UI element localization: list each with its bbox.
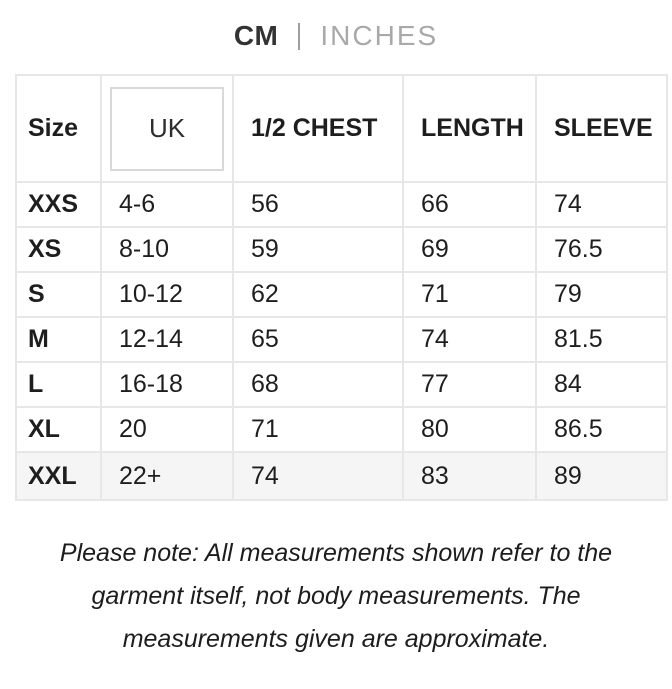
measurement-note-line: measurements given are approximate. — [122, 625, 550, 653]
column-header-half-chest: 1/2 CHEST — [232, 74, 404, 183]
half-chest-cell: 74 — [232, 451, 404, 501]
length-cell: 77 — [402, 361, 537, 408]
half-chest-cell: 71 — [232, 406, 404, 453]
column-header-size: Size — [15, 74, 102, 183]
half-chest-cell: 62 — [232, 271, 404, 318]
uk-cell: 12-14 — [100, 316, 234, 363]
uk-region-selector[interactable]: UK — [110, 86, 224, 171]
sleeve-cell: 81.5 — [535, 316, 668, 363]
size-cell: S — [15, 271, 102, 318]
header-row: Size UK 1/2 CHEST LENGTH SLEEVE — [15, 74, 668, 183]
table-row: XS 8-10 59 69 76.5 — [15, 226, 668, 273]
uk-cell: 4-6 — [100, 181, 234, 228]
uk-cell: 16-18 — [100, 361, 234, 408]
uk-cell: 22+ — [100, 451, 234, 501]
sleeve-cell: 79 — [535, 271, 668, 318]
table-row: M 12-14 65 74 81.5 — [15, 316, 668, 363]
length-cell: 69 — [402, 226, 537, 273]
column-header-uk: UK — [100, 74, 234, 183]
unit-toggle: CM INCHES — [0, 0, 672, 52]
sleeve-cell: 74 — [535, 181, 668, 228]
measurement-note-line: Please note: All measurements shown refe… — [59, 539, 613, 567]
inches-toggle-button[interactable]: INCHES — [320, 20, 439, 51]
uk-cell: 8-10 — [100, 226, 234, 273]
length-cell: 66 — [402, 181, 537, 228]
length-cell: 80 — [402, 406, 537, 453]
sleeve-cell: 89 — [535, 451, 668, 501]
size-cell: XXS — [15, 181, 102, 228]
size-cell: L — [15, 361, 102, 408]
cm-toggle-button[interactable]: CM — [233, 20, 279, 51]
measurement-note-line: garment itself, not body measurements. T… — [91, 582, 581, 610]
size-cell: M — [15, 316, 102, 363]
length-cell: 74 — [402, 316, 537, 363]
half-chest-cell: 59 — [232, 226, 404, 273]
size-cell: XXL — [15, 451, 102, 501]
column-header-sleeve: SLEEVE — [535, 74, 668, 183]
half-chest-cell: 56 — [232, 181, 404, 228]
table-row: XL 20 71 80 86.5 — [15, 406, 668, 453]
half-chest-cell: 68 — [232, 361, 404, 408]
sleeve-cell: 84 — [535, 361, 668, 408]
size-cell: XS — [15, 226, 102, 273]
length-cell: 83 — [402, 451, 537, 501]
table-row: XXS 4-6 56 66 74 — [15, 181, 668, 228]
uk-cell: 10-12 — [100, 271, 234, 318]
toggle-divider — [298, 22, 301, 50]
length-cell: 71 — [402, 271, 537, 318]
table-row: L 16-18 68 77 84 — [15, 361, 668, 408]
table-row-highlighted: XXL 22+ 74 83 89 — [15, 451, 668, 501]
size-cell: XL — [15, 406, 102, 453]
table-row: S 10-12 62 71 79 — [15, 271, 668, 318]
measurement-note: Please note: All measurements shown refe… — [0, 532, 672, 661]
half-chest-cell: 65 — [232, 316, 404, 363]
sleeve-cell: 86.5 — [535, 406, 668, 453]
column-header-length: LENGTH — [402, 74, 537, 183]
sleeve-cell: 76.5 — [535, 226, 668, 273]
uk-cell: 20 — [100, 406, 234, 453]
size-chart-table: Size UK 1/2 CHEST LENGTH SLEEVE XXS 4-6 … — [15, 74, 668, 501]
